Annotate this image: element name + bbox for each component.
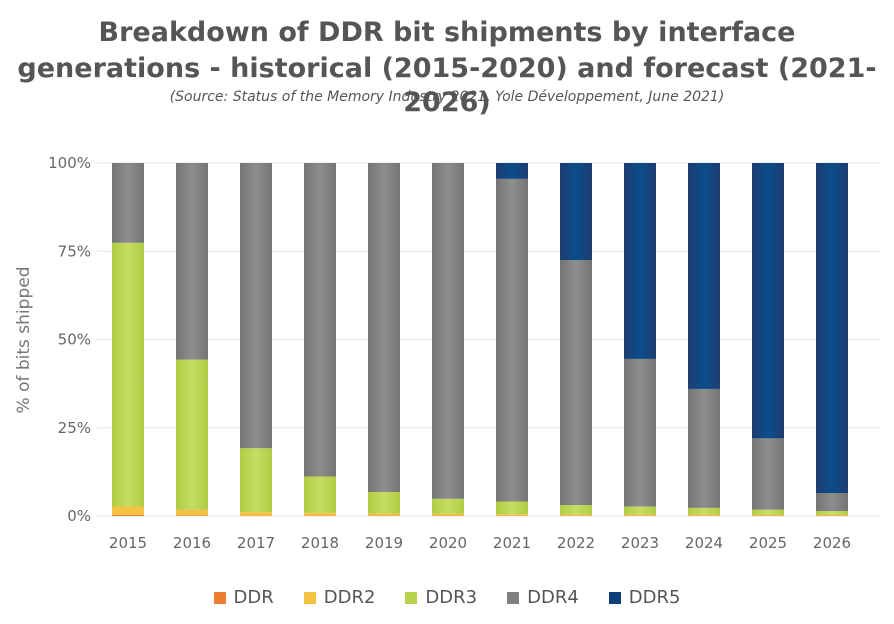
bar-ddr5-2022 [560,163,592,261]
bar-ddr4-2025 [752,438,784,510]
y-tick-label: 100% [48,154,91,172]
x-tick-label: 2022 [557,534,595,552]
x-tick-label: 2018 [301,534,339,552]
legend-label: DDR [233,587,274,608]
bar-ddr2-2018 [304,512,336,516]
legend: DDR DDR2 DDR3 DDR4 DDR5 [0,587,894,608]
bar-ddr3-2016 [176,359,208,510]
bar-ddr4-2026 [816,493,848,512]
y-axis-title: % of bits shipped [14,267,34,414]
bar-ddr-2016 [176,515,208,516]
bar-ddr5-2025 [752,163,784,439]
legend-swatch [303,591,316,604]
x-tick-label: 2026 [813,534,851,552]
bar-ddr3-2024 [688,507,720,515]
legend-label: DDR4 [527,587,579,608]
chart-subtitle: (Source: Status of the Memory Industry 2… [169,89,725,105]
bar-ddr4-2017 [240,163,272,449]
bar-ddr2-2019 [368,513,400,516]
bar-ddr4-2015 [112,163,144,243]
x-tick-label: 2024 [685,534,723,552]
x-tick-label: 2015 [109,534,147,552]
y-tick-label: 50% [58,331,91,349]
chart-title-line-1: Breakdown of DDR bit shipments by interf… [98,17,796,48]
x-tick-label: 2017 [237,534,275,552]
bar-ddr4-2024 [688,388,720,508]
stacked-bar-chart: 0% 25% 50% 75% 100% 2015 2016 2017 2018 2019 2020 2… [14,154,880,552]
bar-ddr-2015 [112,514,144,516]
x-tick-label: 2021 [493,534,531,552]
legend-label: DDR5 [628,587,681,608]
bar-ddr3-2023 [624,506,656,515]
bar-ddr5-2026 [816,163,848,494]
bar-ddr3-2018 [304,476,336,513]
bar-ddr4-2016 [176,163,208,360]
bar-ddr3-2022 [560,505,592,515]
y-tick-label: 25% [58,419,91,437]
legend-label: DDR3 [425,587,478,608]
legend-item-ddr3: DDR3 [405,587,477,608]
y-tick-label: 75% [58,242,91,260]
bar-ddr2-2025 [752,514,784,516]
bar-ddr4-2020 [432,163,464,499]
bars [112,163,848,516]
bar-ddr2-2024 [688,514,720,516]
legend-swatch [213,591,226,604]
axis-labels: 0% 25% 50% 75% 100% 2015 2016 2017 2018 2019 2020 2… [48,154,851,552]
bar-ddr2-2017 [240,512,272,516]
bar-ddr5-2023 [624,163,656,359]
bar-ddr3-2015 [112,242,144,507]
x-tick-label: 2023 [621,534,659,552]
gridlines [97,162,880,517]
bar-ddr2-2021 [496,514,528,516]
legend-item-ddr: DDR [213,587,274,608]
bar-ddr3-2017 [240,448,272,513]
bar-ddr3-2026 [816,511,848,515]
bar-ddr3-2019 [368,491,400,514]
legend-swatch [608,591,621,604]
bar-ddr4-2022 [560,260,592,506]
x-tick-label: 2019 [365,534,403,552]
bar-ddr4-2021 [496,178,528,502]
chart-title-line-2: generations - historical (2015-2020) and… [17,53,877,118]
legend-item-ddr2: DDR2 [303,587,376,608]
bar-ddr2-2020 [432,513,464,516]
legend-label: DDR2 [323,587,376,608]
legend-item-ddr4: DDR4 [507,587,579,608]
bar-ddr5-2021 [496,163,528,179]
bar-ddr3-2025 [752,509,784,515]
bar-ddr4-2019 [368,163,400,492]
x-tick-label: 2025 [749,534,787,552]
bar-ddr2-2022 [560,514,592,516]
legend-swatch [507,591,520,604]
x-tick-label: 2016 [173,534,211,552]
legend-swatch [405,591,418,604]
bar-ddr2-2023 [624,514,656,516]
bar-ddr4-2018 [304,163,336,477]
bar-ddr2-2015 [112,506,144,515]
bar-ddr2-2016 [176,509,208,516]
bar-ddr5-2024 [688,163,720,389]
bar-ddr3-2021 [496,501,528,515]
legend-item-ddr5: DDR5 [608,587,681,608]
bar-ddr2-2026 [816,514,848,516]
y-tick-label: 0% [67,507,91,525]
bar-ddr3-2020 [432,498,464,514]
x-tick-label: 2020 [429,534,467,552]
bar-ddr4-2023 [624,358,656,507]
